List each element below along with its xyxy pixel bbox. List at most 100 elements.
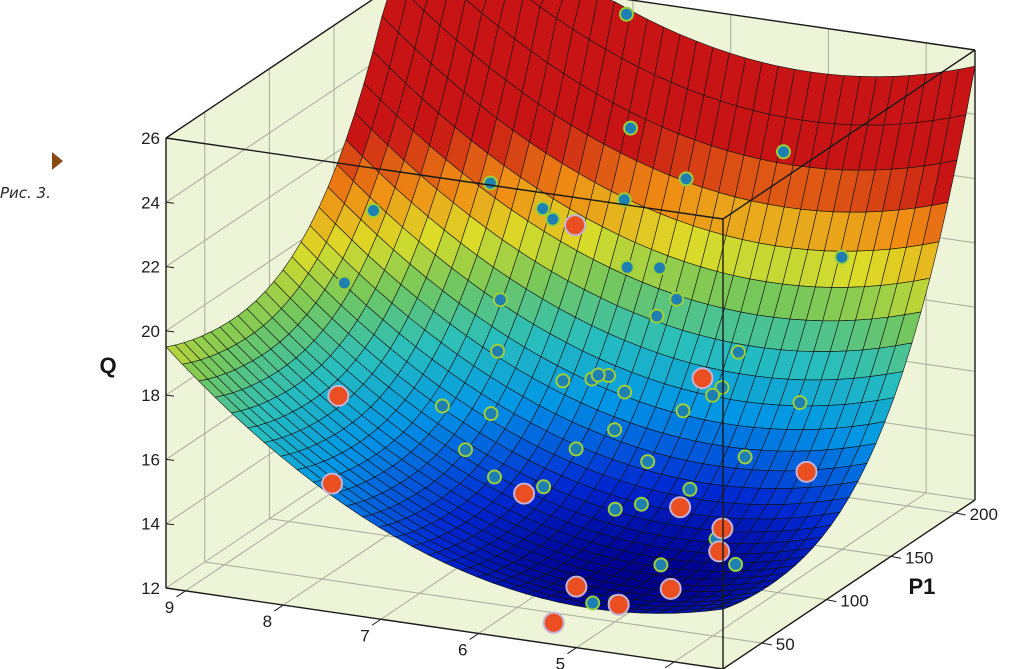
- y-tick-mark: [826, 599, 837, 603]
- data-point: [730, 344, 746, 360]
- data-point-red: [564, 214, 587, 237]
- data-point: [640, 454, 656, 470]
- z-tick-mark: [165, 394, 175, 397]
- data-point-red: [565, 575, 588, 598]
- data-point: [492, 292, 508, 308]
- data-point: [652, 260, 668, 276]
- data-point: [490, 343, 506, 359]
- z-tick-label: 18: [141, 386, 160, 405]
- z-tick-label: 22: [141, 258, 160, 277]
- data-point: [649, 308, 665, 324]
- data-point-red: [691, 367, 714, 390]
- data-point: [336, 275, 352, 291]
- data-point: [834, 249, 850, 265]
- axis-labels: QP2P1: [99, 353, 935, 599]
- grid-line: [204, 561, 762, 644]
- data-point: [585, 595, 601, 611]
- tick-labels: 121416182022242698765450100150200: [141, 129, 998, 669]
- y-tick-mark: [955, 512, 966, 516]
- x-tick-mark: [176, 590, 186, 598]
- z-tick-label: 16: [141, 450, 160, 469]
- x-tick-mark: [469, 633, 479, 640]
- data-point-red: [607, 593, 630, 616]
- y-tick-mark: [761, 642, 772, 646]
- data-point: [536, 479, 552, 495]
- data-point: [737, 449, 753, 465]
- data-point: [633, 496, 649, 512]
- data-point: [714, 380, 730, 395]
- data-point-red: [327, 384, 350, 407]
- z-tick-mark: [165, 330, 175, 333]
- data-point: [623, 120, 639, 136]
- z-tick-mark: [165, 201, 175, 204]
- data-point: [682, 481, 698, 497]
- data-point: [535, 201, 551, 217]
- data-point: [458, 442, 473, 458]
- data-point: [545, 211, 561, 227]
- y-tick-mark: [890, 555, 902, 559]
- y-axis-label: P1: [908, 574, 935, 599]
- x-tick-label: 9: [165, 598, 174, 617]
- z-tick-label: 12: [141, 579, 160, 598]
- data-point: [675, 403, 691, 419]
- points-in-front: [321, 6, 850, 616]
- x-tick-label: 8: [263, 612, 272, 631]
- data-point-red: [669, 496, 692, 519]
- data-point: [728, 556, 744, 572]
- data-point: [619, 6, 634, 22]
- y-tick-label: 50: [776, 635, 795, 654]
- y-tick-label: 200: [970, 505, 998, 524]
- data-point: [365, 203, 381, 219]
- data-point: [607, 501, 623, 517]
- data-point-red: [321, 472, 344, 495]
- frame-edge: [722, 49, 976, 220]
- data-point: [619, 259, 635, 275]
- z-tick-label: 20: [141, 322, 160, 341]
- x-tick-label: 5: [556, 655, 565, 669]
- data-point: [434, 398, 450, 414]
- y-tick-label: 150: [905, 548, 933, 567]
- frame-edge: [626, 0, 976, 51]
- x-tick-mark: [273, 604, 284, 612]
- z-tick-label: 26: [141, 129, 160, 148]
- x-tick-mark: [567, 647, 577, 655]
- data-point: [590, 367, 606, 383]
- data-point: [617, 384, 633, 400]
- x-tick-mark: [371, 618, 382, 626]
- data-point: [776, 144, 791, 160]
- chart-frame: [165, 0, 976, 669]
- z-tick-mark: [165, 523, 175, 526]
- data-point: [705, 387, 721, 403]
- frame-edge: [165, 0, 374, 139]
- data-point-red: [513, 482, 536, 505]
- data-point: [653, 557, 669, 573]
- frame-edge: [165, 137, 724, 220]
- data-point: [669, 291, 685, 307]
- z-tick-mark: [165, 458, 175, 461]
- x-tick-mark: [664, 661, 675, 669]
- frame-edge: [165, 587, 724, 669]
- data-point: [482, 175, 498, 191]
- z-tick-mark: [165, 587, 175, 590]
- surface-mesh: [165, 0, 976, 614]
- grid-line: [673, 492, 927, 663]
- z-tick-label: 14: [141, 515, 160, 534]
- data-point: [678, 171, 694, 187]
- data-point-red: [708, 540, 731, 563]
- data-point-red: [542, 611, 565, 634]
- data-point-red: [659, 577, 682, 600]
- x-tick-label: 7: [360, 626, 369, 645]
- z-tick-mark: [165, 266, 175, 269]
- data-point: [555, 373, 571, 389]
- z-axis-label: Q: [99, 353, 116, 378]
- data-point: [483, 406, 499, 422]
- data-point: [607, 422, 623, 438]
- data-point: [487, 469, 502, 485]
- caption-marker-icon: [52, 152, 63, 170]
- x-tick-label: 6: [458, 641, 467, 660]
- z-tick-mark: [165, 137, 175, 140]
- data-point-red: [795, 460, 818, 483]
- data-point: [568, 441, 584, 457]
- figure-caption: Рис. 3.: [0, 184, 51, 202]
